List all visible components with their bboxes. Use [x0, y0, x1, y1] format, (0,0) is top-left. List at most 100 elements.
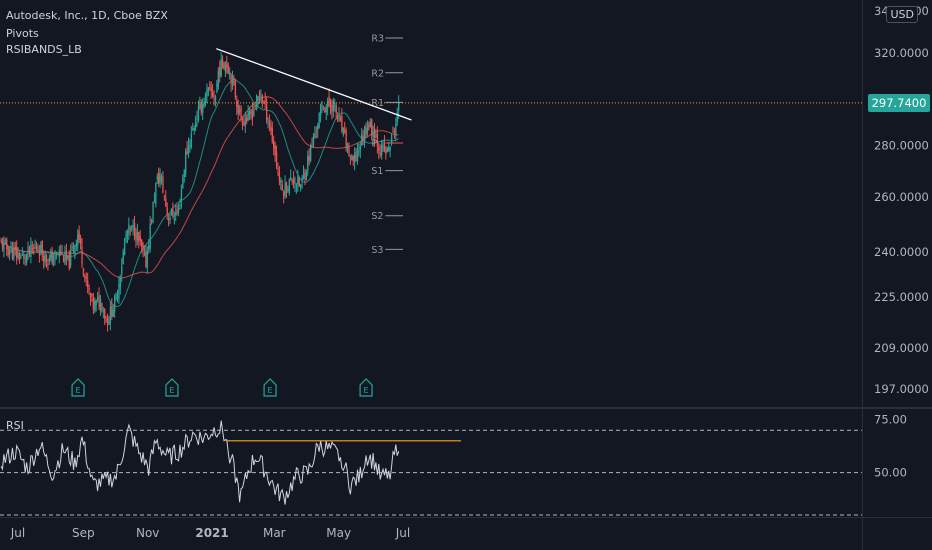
candle-body [336, 116, 339, 118]
candle-body [26, 254, 28, 263]
candle-body [98, 295, 100, 308]
candle [145, 244, 147, 269]
candle-body [221, 59, 224, 68]
candle [27, 241, 29, 260]
candle [28, 245, 31, 258]
candle [390, 132, 393, 146]
candle-body [373, 128, 376, 141]
candle [239, 104, 241, 116]
candle-body [126, 230, 129, 237]
price-axis-label: 225.0000 [874, 290, 929, 304]
candle-body [65, 251, 68, 260]
candle [189, 138, 191, 153]
earnings-marker[interactable]: E [71, 378, 85, 397]
indicator-pivots-label[interactable]: Pivots [6, 27, 39, 40]
candle [68, 250, 70, 271]
earnings-marker[interactable]: E [359, 378, 373, 397]
candle-body [351, 156, 353, 160]
candle [41, 240, 43, 262]
candle-body [199, 101, 201, 108]
candle-body [194, 122, 197, 128]
candle-body [37, 249, 39, 251]
candle [196, 110, 198, 127]
candle [71, 242, 73, 252]
candle [328, 88, 330, 108]
earnings-marker[interactable]: E [263, 378, 277, 397]
candle-body [294, 182, 296, 184]
candle [166, 202, 168, 221]
candle [348, 142, 350, 157]
candle [89, 292, 92, 306]
candle-body [156, 176, 158, 180]
candle-body [248, 111, 251, 116]
candle [314, 125, 316, 139]
pivot-label: S1 [371, 166, 383, 177]
candle [366, 120, 369, 137]
candle [258, 90, 261, 104]
candle [363, 125, 366, 148]
earnings-marker[interactable]: E [165, 378, 179, 397]
candle-body [301, 177, 303, 183]
candle [139, 229, 141, 246]
candle [217, 66, 220, 90]
candle-body [102, 310, 104, 312]
candle [45, 253, 48, 268]
candle-body [318, 113, 320, 128]
candle-body [142, 244, 144, 251]
candle [119, 274, 122, 295]
candle [264, 92, 266, 110]
candle [322, 105, 325, 111]
candle [263, 100, 265, 105]
candle-body [359, 146, 362, 151]
candle [244, 111, 246, 134]
candle-body [207, 86, 210, 93]
candle-body [186, 148, 188, 155]
candle-body [213, 98, 215, 100]
candle-body [115, 294, 117, 297]
candle-body [145, 251, 147, 267]
time-axis-label: Jul [395, 526, 410, 540]
candle-body [389, 147, 391, 151]
candle-body [141, 239, 143, 247]
candle-body [95, 299, 97, 305]
currency-selector[interactable]: USD [886, 6, 918, 23]
last-price-tag: 297.7400 [868, 94, 930, 112]
candle [207, 86, 210, 97]
earnings-icon [165, 378, 179, 397]
candle [97, 292, 99, 303]
candle-body [176, 209, 178, 214]
rsi-axis-label: 75.00 [874, 413, 907, 427]
candle [52, 252, 55, 267]
indicator-rsibands-label[interactable]: RSIBANDS_LB [6, 43, 82, 56]
candle-body [302, 173, 305, 179]
candle-body [314, 133, 316, 139]
candle-body [275, 152, 278, 166]
candle [381, 139, 383, 160]
earnings-icon [359, 378, 373, 397]
candle [339, 115, 342, 122]
candle [190, 125, 193, 150]
candle [77, 229, 79, 252]
candle [141, 239, 143, 254]
candle [10, 241, 12, 253]
candle-body [308, 156, 310, 161]
candle-body [315, 131, 317, 133]
candle-body [79, 238, 82, 244]
candle-body [217, 70, 220, 87]
candle [60, 244, 62, 256]
rsi-title[interactable]: RSI [6, 419, 24, 432]
candle [74, 244, 76, 260]
candle [4, 237, 7, 245]
candle [213, 90, 215, 106]
candle [216, 79, 218, 94]
candle-body [125, 234, 127, 242]
candle [247, 105, 249, 122]
candle-body [224, 61, 227, 72]
candle-body [193, 127, 195, 131]
candle-body [227, 65, 229, 74]
candle [187, 137, 190, 159]
time-axis-label: Mar [263, 526, 286, 540]
candle-body [57, 254, 59, 256]
